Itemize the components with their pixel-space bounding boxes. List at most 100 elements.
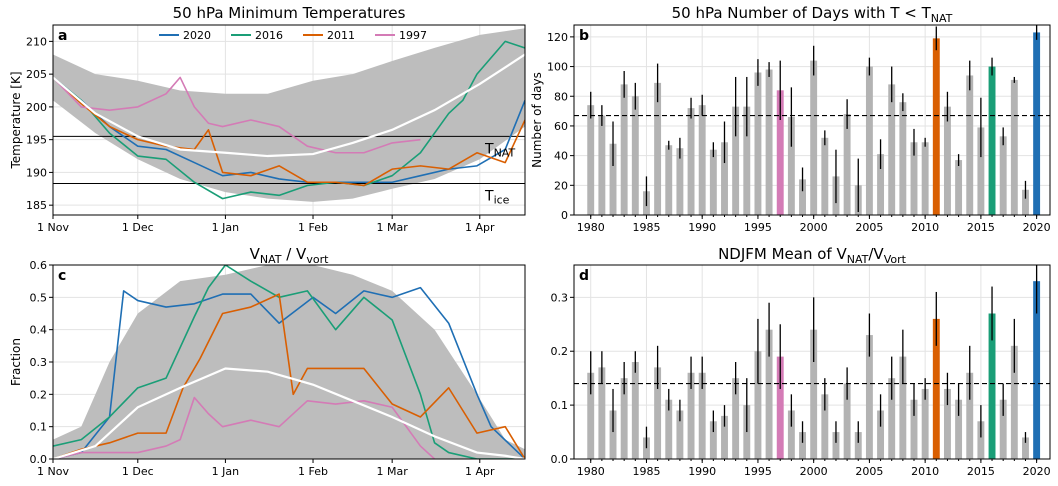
series-line-2020 [53,286,525,459]
bar-2020 [1033,281,1041,459]
bar-1998 [787,410,795,459]
y-tick-label: 80 [554,90,568,103]
y-axis-label: Number of days [530,72,544,168]
bar-2020 [1033,32,1041,215]
bar-1989 [687,372,695,459]
y-tick-label: 120 [547,31,568,44]
x-tick-label: 1 Jan [212,221,239,234]
bar-1988 [676,148,684,215]
bar-2014 [966,75,974,215]
series-line-2020 [53,76,525,184]
bar-1981 [598,367,606,459]
bar-1996 [765,69,773,215]
bar-2009 [910,142,918,215]
bar-2011 [932,318,940,459]
bar-1999 [799,432,806,459]
bar-2003 [843,383,851,459]
y-tick-label: 205 [26,68,47,81]
plot-area-c [53,265,525,459]
bar-1982 [609,410,617,459]
y-axis-label: Temperature [K] [9,71,23,169]
legend-label-2011: 2011 [327,29,355,42]
y-tick-label: 200 [26,101,47,114]
legend: 2020 2016 2011 1997 [159,29,427,42]
x-tick-label: 1985 [632,465,660,478]
bar-2001 [821,394,829,459]
x-tick-label: 2015 [967,465,995,478]
x-tick-label: 2005 [855,465,883,478]
panel-label: a [58,28,67,44]
panel-label: b [579,28,589,44]
plot-area-a [53,28,525,202]
x-tick-label: 2005 [855,221,883,234]
bar-2016 [988,313,996,459]
bar-1999 [799,179,806,215]
x-tick-label: 1 Nov [37,221,69,234]
bar-1983 [620,84,628,215]
bar-1998 [787,117,795,215]
x-tick-label: 1 Jan [212,465,239,478]
bar-1991 [709,421,717,459]
bar-2008 [899,356,907,459]
bar-2019 [1022,437,1029,459]
bar-2008 [899,102,907,215]
bar-1986 [654,367,662,459]
bar-1980 [587,372,595,459]
x-tick-label: 1985 [632,221,660,234]
bar-1981 [598,115,606,215]
series-line-2016 [53,40,525,200]
bar-2015 [977,421,985,459]
x-tick-label: 1995 [744,221,772,234]
y-axis-label: Fraction [9,338,23,386]
bar-2002 [832,432,840,459]
x-tick-label: 1 Apr [465,465,495,478]
x-tick-label: 1 Apr [465,221,495,234]
bar-2010 [921,142,929,215]
bar-2012 [943,388,951,459]
bar-1990 [698,105,706,215]
axes-frame [573,24,1051,216]
series-line-2011 [53,293,525,459]
y-tick-label: 0.4 [30,324,48,337]
y-tick-label: 40 [554,150,568,163]
panel-label: d [579,268,589,284]
bar-1996 [765,329,773,459]
legend-label-2020: 2020 [183,29,211,42]
panel-a: TNAT Tice 1 Nov 1 Dec 1 Jan 1 Feb 1 Mar 1 Apr 18… [9,4,526,234]
bar-1994 [743,106,751,215]
bar-1988 [676,410,684,459]
chart-title: VNAT / Vvort [250,245,330,266]
x-tick-label: 1 Feb [298,221,328,234]
range-band [53,28,525,202]
x-tick-label: 2010 [911,465,939,478]
bar-2017 [999,399,1007,459]
x-tick-label: 1995 [744,465,772,478]
bar-2004 [854,432,862,459]
bar-1995 [754,72,762,215]
x-tick-label: 2020 [1023,221,1051,234]
panel-c: 1 Nov 1 Dec 1 Jan 1 Feb 1 Mar 1 Apr 0.0 0.1 0.2 0… [9,245,526,478]
chart-title: 50 hPa Minimum Temperatures [173,4,406,22]
bar-2012 [943,106,951,215]
bar-1984 [631,362,639,459]
y-tick-label: 0.5 [30,291,48,304]
y-tick-label: 100 [547,61,568,74]
series-line-1997 [53,76,421,154]
y-tick-label: 0.0 [551,453,569,466]
series-line-2011 [53,76,525,187]
bar-2019 [1022,189,1029,215]
bar-2006 [877,154,885,215]
series-line-1997 [53,396,436,459]
bar-2000 [810,329,818,459]
bar-1993 [732,378,740,459]
y-tick-label: 0.3 [30,356,48,369]
x-tick-label: 1 Dec [122,465,154,478]
bar-2016 [988,66,996,215]
x-tick-label: 1 Mar [377,221,409,234]
bar-1993 [732,106,740,215]
panel-b: 1980 1985 1990 1995 2000 2005 2010 2015 2020 0 20 4… [530,4,1051,234]
y-tick-label: 190 [26,166,47,179]
x-tick-label: 1 Mar [377,465,409,478]
bar-1991 [709,149,717,215]
